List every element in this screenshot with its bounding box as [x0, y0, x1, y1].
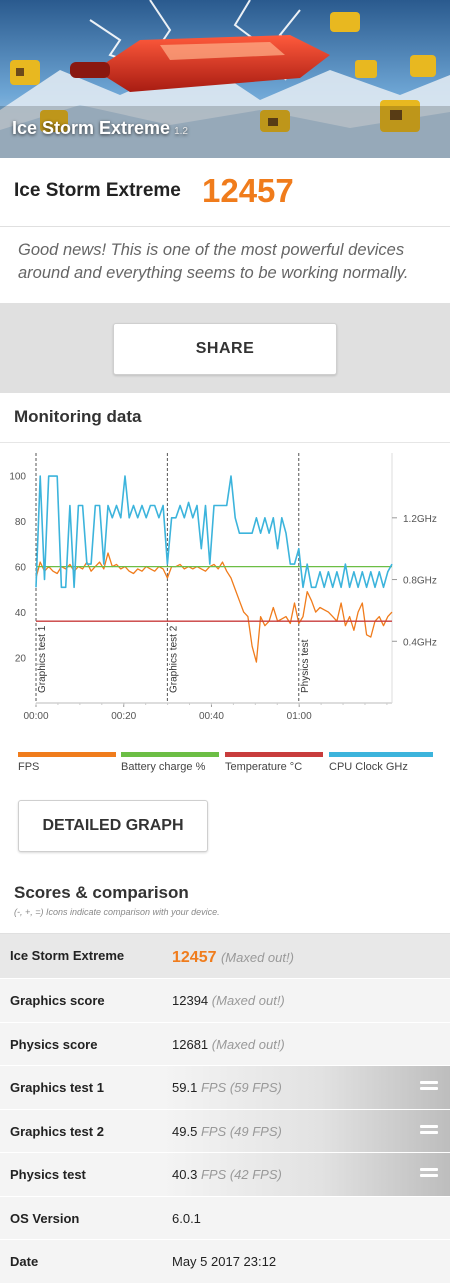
share-button[interactable]: SHARE — [113, 323, 337, 375]
y-right-tick-label: 0.8GHz — [403, 576, 437, 587]
scores-table: Ice Storm Extreme 12457 (Maxed out!) Gra… — [0, 934, 450, 1284]
legend-label-cpu-clock: CPU Clock GHz — [329, 761, 408, 773]
table-row: Physics score 12681 (Maxed out!) — [0, 1022, 450, 1066]
banner-image: Ice Storm Extreme 1.2 — [0, 0, 450, 158]
equal-icon — [420, 1081, 438, 1093]
x-tick-label: 00:20 — [111, 711, 136, 722]
legend-swatch-temperature — [225, 752, 323, 757]
y-left-tick-label: 80 — [15, 517, 27, 528]
divider — [0, 442, 450, 443]
row-number: 49.5 — [172, 1123, 198, 1139]
table-row[interactable]: Graphics test 1 59.1 FPS (59 FPS) — [0, 1066, 450, 1110]
row-value: 6.0.1 — [172, 1210, 201, 1226]
banner-title: Ice Storm Extreme 1.2 — [12, 118, 188, 139]
legend-temperature: Temperature °C — [225, 752, 323, 773]
row-unit: FPS (42 FPS) — [200, 1167, 282, 1182]
y-left-tick-label: 100 — [9, 472, 26, 483]
table-row[interactable]: Graphics test 2 49.5 FPS (49 FPS) — [0, 1109, 450, 1153]
status-message: Good news! This is one of the most power… — [18, 241, 409, 282]
row-key: Physics score — [10, 1036, 98, 1052]
section-marker-label: Graphics test 1 — [37, 625, 48, 693]
monitoring-section: Monitoring data 20 40 60 80 100 0.4GHz 0.8GHz 1… — [0, 393, 450, 933]
y-right-tick-label: 1.2GHz — [403, 514, 437, 525]
row-key: Ice Storm Extreme — [10, 948, 125, 963]
row-unit: FPS (49 FPS) — [200, 1123, 282, 1139]
row-unit: (Maxed out!) — [211, 993, 285, 1008]
row-value: 49.5 FPS (49 FPS) — [172, 1124, 282, 1139]
row-number: 40.3 — [172, 1167, 198, 1182]
row-unit: (Maxed out!) — [220, 950, 294, 965]
row-number: 59.1 — [172, 1080, 198, 1095]
equal-icon — [420, 1168, 438, 1180]
legend-swatch-battery — [121, 752, 219, 757]
banner-title-text: Ice Storm Extreme — [12, 118, 171, 138]
score-name: Ice Storm Extreme — [14, 180, 181, 201]
monitoring-chart: 20 40 60 80 100 0.4GHz 0.8GHz 1.2GHz 00:00 00:20 0… — [9, 453, 437, 722]
series-line-fps — [35, 552, 393, 663]
banner-artwork — [0, 0, 450, 158]
legend-swatch-cpu-clock — [329, 752, 433, 757]
row-value: 12681 (Maxed out!) — [172, 1037, 285, 1052]
legend-swatch-fps — [18, 752, 116, 757]
score-value: 12457 — [202, 172, 294, 209]
detailed-graph-button[interactable]: DETAILED GRAPH — [18, 800, 208, 852]
series-line-cpu-clock-ghz — [35, 475, 393, 589]
row-number: 12457 — [172, 949, 217, 966]
row-unit: (Maxed out!) — [211, 1036, 285, 1052]
legend-label-fps: FPS — [18, 761, 40, 773]
legend-cpu-clock: CPU Clock GHz — [329, 752, 433, 773]
row-value: 12457 (Maxed out!) — [172, 949, 294, 967]
legend-battery: Battery charge % — [121, 752, 219, 773]
status-message-card: Good news! This is one of the most power… — [0, 227, 450, 303]
row-number: 12681 — [172, 1036, 209, 1052]
table-row[interactable]: Physics test 40.3 FPS (42 FPS) — [0, 1153, 450, 1197]
row-value: 59.1 FPS (59 FPS) — [172, 1080, 282, 1095]
y-right-tick-label: 0.4GHz — [403, 637, 437, 648]
scores-title: Scores & comparison — [14, 883, 189, 902]
row-key: Date — [10, 1254, 39, 1269]
comparison-gradient — [162, 1109, 450, 1152]
row-value: 40.3 FPS (42 FPS) — [172, 1167, 282, 1182]
y-left-tick-label: 60 — [15, 563, 27, 574]
legend-label-temperature: Temperature °C — [225, 761, 303, 773]
row-key: Graphics test 2 — [10, 1123, 104, 1139]
row-number: 12394 — [172, 993, 209, 1008]
row-key: Graphics test 1 — [10, 1080, 104, 1095]
scores-note: (-, +, =) Icons indicate comparison with… — [14, 907, 220, 917]
comparison-gradient — [162, 1153, 450, 1196]
legend-fps: FPS — [18, 752, 116, 773]
legend-label-battery: Battery charge % — [121, 761, 206, 773]
x-tick-label: 00:00 — [23, 711, 48, 722]
row-value: May 5 2017 23:12 — [172, 1254, 277, 1269]
table-row: Ice Storm Extreme 12457 (Maxed out!) — [0, 934, 450, 979]
section-marker-label: Physics test — [300, 639, 311, 693]
row-key: Physics test — [10, 1167, 86, 1182]
y-left-tick-label: 40 — [15, 608, 27, 619]
section-marker-label: Graphics test 2 — [168, 625, 179, 693]
x-tick-label: 00:40 — [199, 711, 224, 722]
table-row: Date May 5 2017 23:12 — [0, 1240, 450, 1284]
y-left-tick-label: 20 — [15, 654, 27, 665]
row-value: 12394 (Maxed out!) — [172, 993, 285, 1008]
row-unit: FPS (59 FPS) — [200, 1080, 282, 1095]
row-key: OS Version — [10, 1210, 80, 1226]
monitoring-title: Monitoring data — [14, 407, 142, 426]
table-row: Graphics score 12394 (Maxed out!) — [0, 979, 450, 1023]
table-row: OS Version 6.0.1 — [0, 1196, 450, 1240]
score-card: Ice Storm Extreme 12457 — [0, 158, 450, 226]
comparison-gradient — [162, 1066, 450, 1109]
row-key: Graphics score — [10, 993, 105, 1008]
x-tick-label: 01:00 — [287, 711, 312, 722]
banner-version: 1.2 — [174, 126, 188, 137]
equal-icon — [420, 1124, 438, 1137]
